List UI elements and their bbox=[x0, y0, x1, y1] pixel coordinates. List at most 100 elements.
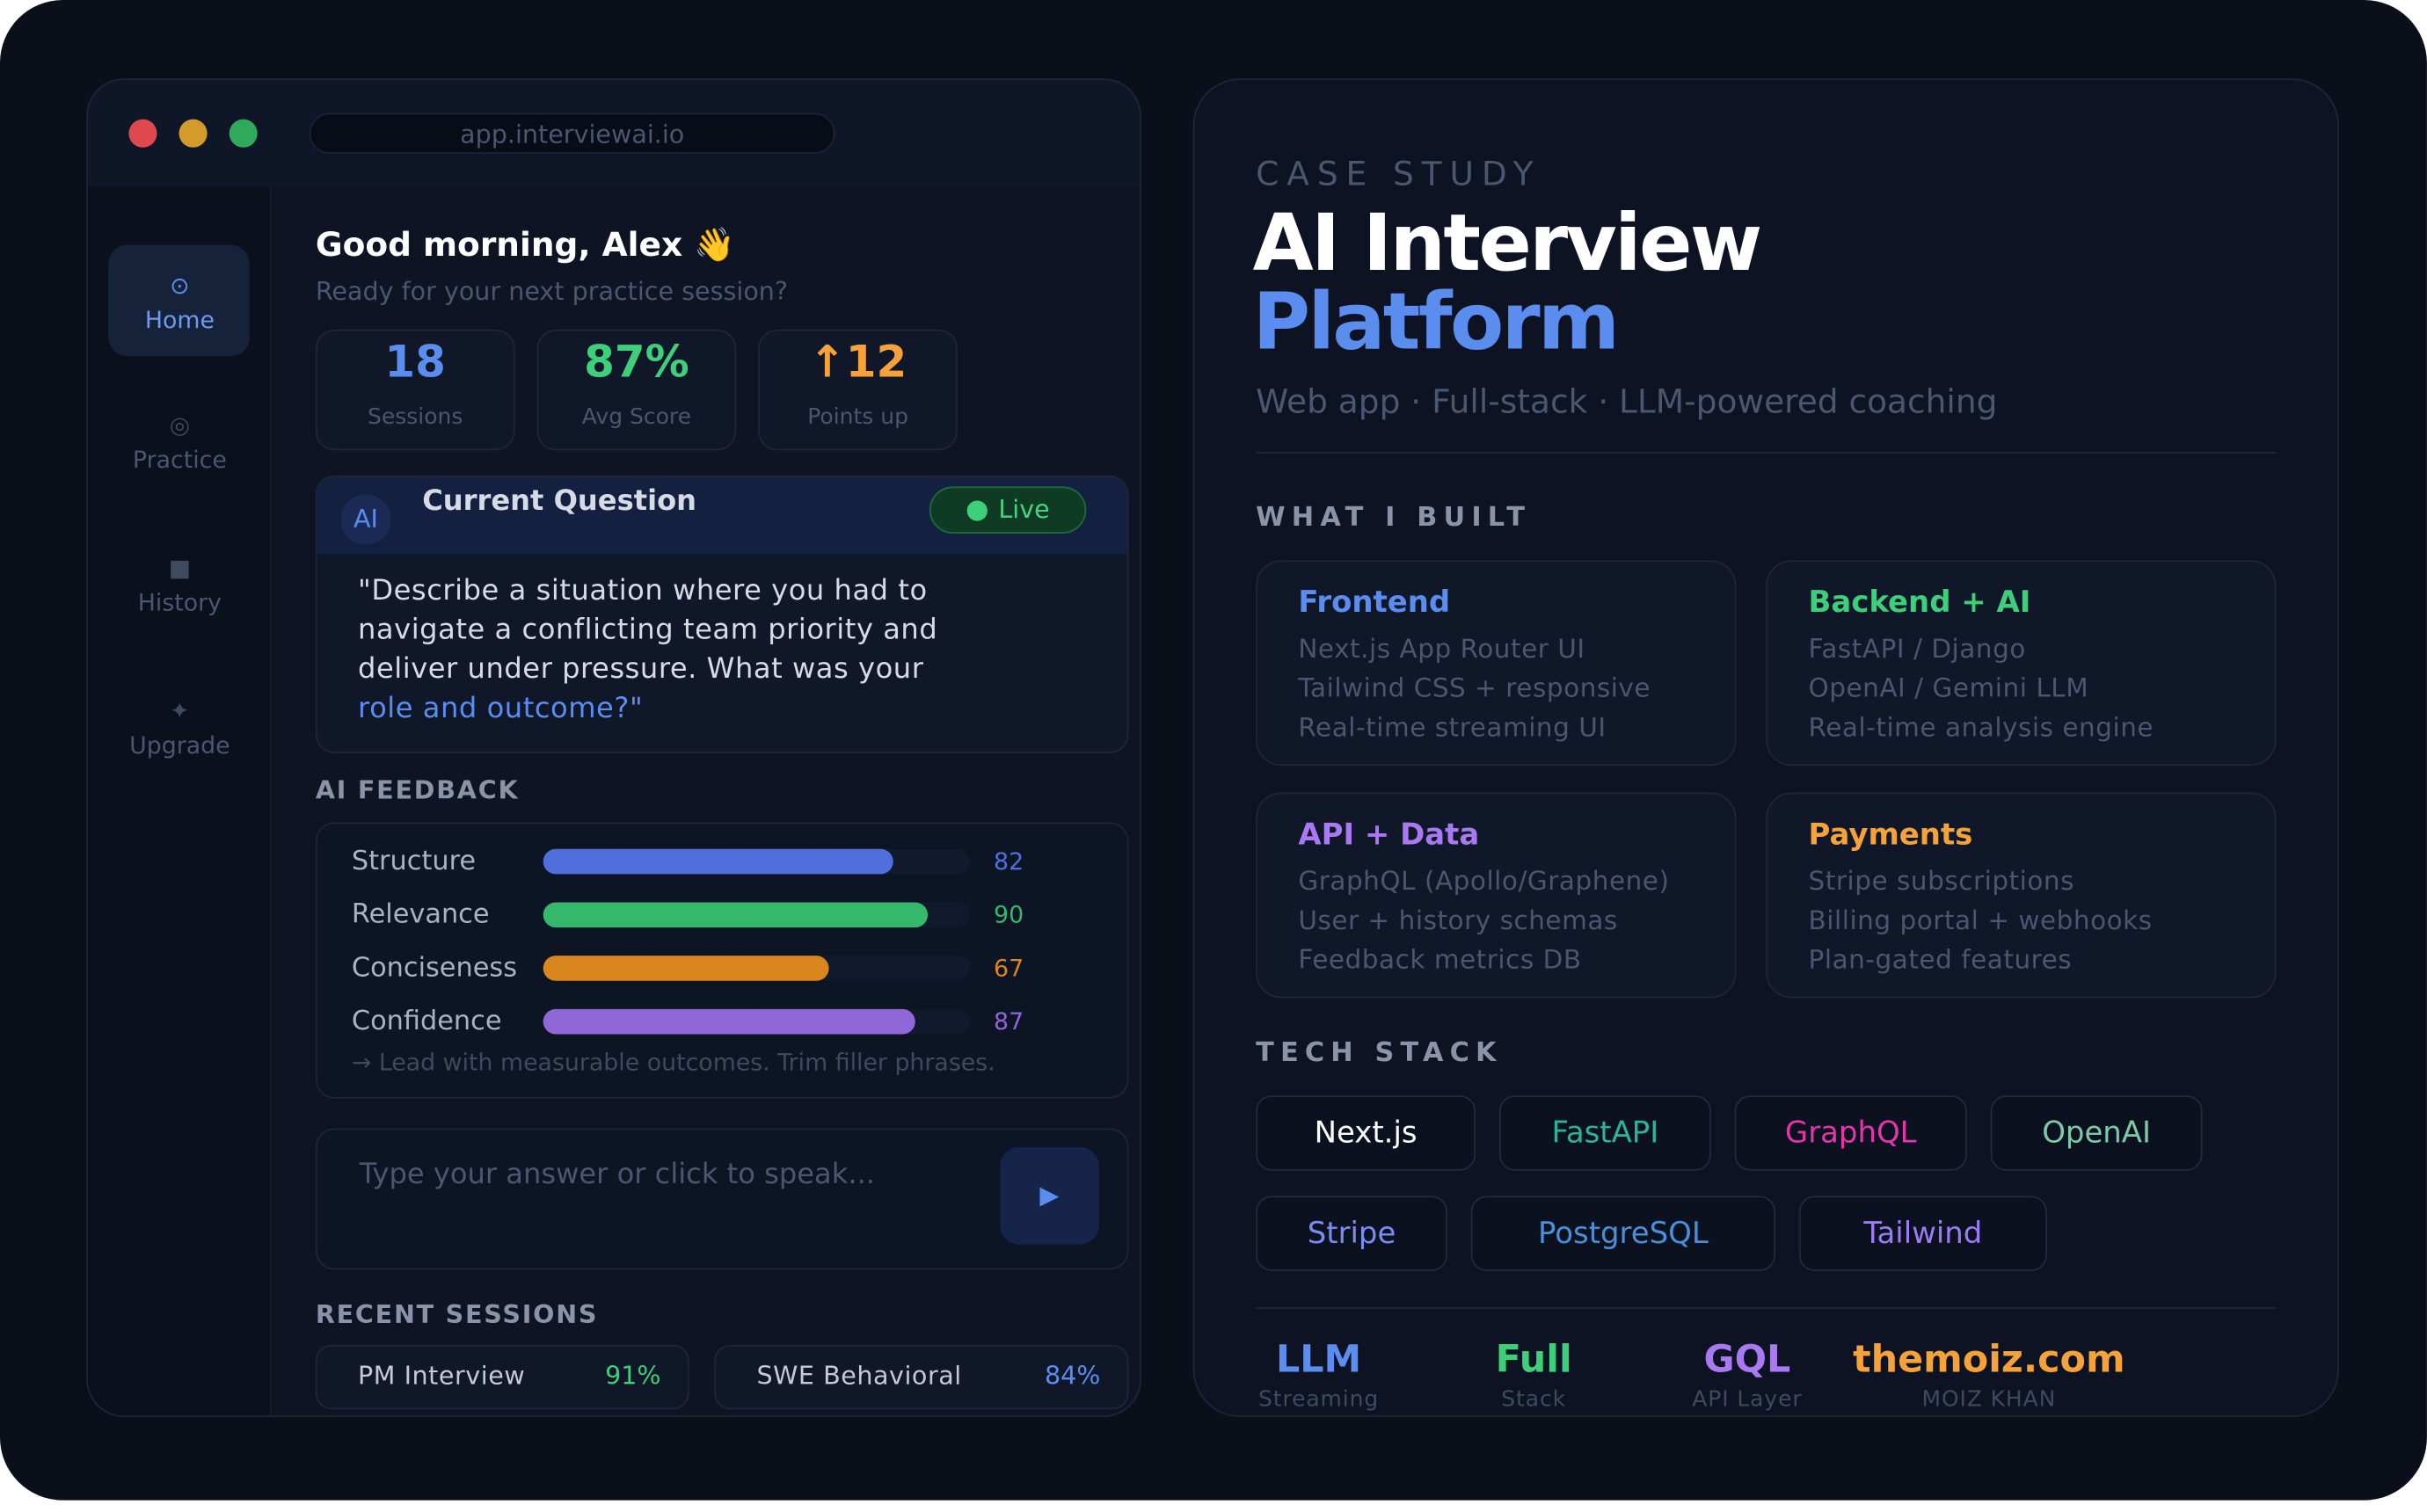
feedback-tip: → Lead with measurable outcomes. Trim fi… bbox=[351, 1048, 995, 1077]
ai-badge: AI bbox=[340, 494, 391, 545]
nav-label[interactable]: History bbox=[137, 588, 222, 617]
feature-line: Stripe subscriptions bbox=[1808, 866, 2075, 897]
feature-card bbox=[1766, 792, 2277, 999]
session-name: PM Interview bbox=[358, 1360, 526, 1391]
feature-line: Next.js App Router UI bbox=[1298, 634, 1585, 665]
stat-label: Points up bbox=[807, 404, 908, 431]
nav-icon[interactable]: ◎ bbox=[169, 411, 191, 440]
nav-icon[interactable]: ■ bbox=[168, 554, 192, 583]
feature-title: API + Data bbox=[1298, 818, 1480, 853]
title: AI Interview bbox=[1252, 197, 1763, 289]
divider bbox=[1256, 452, 2277, 454]
greeting: Good morning, Alex 👋 bbox=[315, 226, 735, 264]
section-heading: RECENT SESSIONS bbox=[315, 1299, 599, 1330]
session-name: SWE Behavioral bbox=[756, 1360, 962, 1391]
divider bbox=[1256, 1307, 2277, 1309]
metric-value: 87 bbox=[994, 1007, 1024, 1036]
question-card: AI Current Question Live role and outcom… bbox=[315, 475, 1129, 753]
footer-label: Streaming bbox=[1258, 1387, 1380, 1413]
metric-name: Confidence bbox=[351, 1006, 502, 1038]
metric-bar bbox=[543, 1008, 915, 1035]
app-window: app.interviewai.io ⊙ Home ◎ Practice ■ Histor… bbox=[86, 78, 1141, 1418]
nav-icon[interactable]: ⊙ bbox=[170, 271, 190, 300]
metric-bar bbox=[543, 902, 928, 928]
answer-placeholder: Type your answer or click to speak... bbox=[359, 1158, 875, 1191]
answer-input[interactable] bbox=[315, 1128, 1129, 1270]
metric-bar bbox=[543, 848, 893, 875]
nav-label[interactable]: Home bbox=[144, 306, 215, 335]
question-line: "Describe a situation where you had to bbox=[358, 574, 928, 607]
feature-card bbox=[1256, 560, 1737, 767]
stat-card bbox=[758, 329, 958, 451]
close-dot[interactable] bbox=[128, 119, 157, 148]
feature-line: FastAPI / Django bbox=[1808, 634, 2026, 665]
stat-value: 87% bbox=[584, 336, 689, 388]
nav-label[interactable]: Upgrade bbox=[129, 731, 230, 760]
question-line: navigate a conflicting team priority and bbox=[358, 614, 938, 647]
tech-chip[interactable]: OpenAI bbox=[1990, 1095, 2203, 1171]
minimize-dot[interactable] bbox=[179, 119, 208, 148]
footer-label: MOIZ KHAN bbox=[1921, 1387, 2057, 1413]
tech-chip[interactable]: PostgreSQL bbox=[1470, 1196, 1776, 1272]
footer-value: GQL bbox=[1703, 1336, 1791, 1381]
feature-line: User + history schemas bbox=[1298, 905, 1618, 935]
stat-value: 18 bbox=[384, 336, 446, 388]
footer-value: Full bbox=[1495, 1336, 1572, 1381]
nav-active bbox=[108, 244, 250, 357]
sidebar bbox=[87, 186, 272, 1416]
session-card[interactable] bbox=[714, 1344, 1129, 1410]
tech-chip[interactable]: Tailwind bbox=[1798, 1196, 2047, 1272]
feature-line: GraphQL (Apollo/Graphene) bbox=[1298, 866, 1670, 897]
live-dot bbox=[966, 500, 988, 521]
question-highlight: role and outcome?" bbox=[358, 692, 644, 725]
feature-title: Payments bbox=[1808, 818, 1973, 853]
tech-chip[interactable]: GraphQL bbox=[1734, 1095, 1967, 1171]
stat-card bbox=[315, 329, 515, 451]
session-card[interactable] bbox=[315, 1344, 689, 1410]
metric-name: Structure bbox=[351, 846, 477, 877]
feature-card bbox=[1256, 792, 1737, 999]
feature-line: Real-time streaming UI bbox=[1298, 712, 1607, 743]
feature-line: OpenAI / Gemini LLM bbox=[1808, 672, 2089, 703]
metric-name: Conciseness bbox=[351, 952, 518, 985]
title-accent: Platform bbox=[1252, 276, 1620, 367]
feature-line: Tailwind CSS + responsive bbox=[1298, 672, 1651, 703]
stat-label: Sessions bbox=[367, 404, 463, 431]
session-score: 84% bbox=[1044, 1360, 1101, 1391]
metric-value: 67 bbox=[994, 954, 1024, 983]
session-score: 91% bbox=[605, 1360, 661, 1391]
question-line: deliver under pressure. What was your bbox=[358, 652, 924, 687]
eyebrow: CASE STUDY bbox=[1256, 155, 1541, 193]
stat-card bbox=[536, 329, 737, 451]
feature-card bbox=[1766, 560, 2277, 767]
live-pill: Live bbox=[929, 486, 1087, 534]
footer-label: Stack bbox=[1501, 1387, 1566, 1413]
nav-icon[interactable]: ✦ bbox=[170, 696, 190, 725]
stat-label: Avg Score bbox=[581, 404, 692, 431]
metric-value: 90 bbox=[994, 900, 1024, 929]
feature-line: Billing portal + webhooks bbox=[1808, 905, 2153, 935]
footer-value: themoiz.com bbox=[1853, 1336, 2125, 1381]
tech-chip[interactable]: FastAPI bbox=[1498, 1095, 1711, 1171]
send-button[interactable]: ▶ bbox=[1000, 1146, 1099, 1245]
section-heading: AI FEEDBACK bbox=[315, 774, 520, 805]
greeting-subtitle: Ready for your next practice session? bbox=[315, 276, 789, 307]
tech-chip[interactable]: Stripe bbox=[1256, 1196, 1447, 1272]
live-label: Live bbox=[998, 494, 1050, 525]
tech-chip[interactable]: Next.js bbox=[1256, 1095, 1476, 1171]
subtitle: Web app · Full-stack · LLM-powered coach… bbox=[1256, 382, 1998, 421]
url-bar[interactable]: app.interviewai.io bbox=[309, 113, 835, 154]
metric-bar bbox=[543, 956, 830, 981]
stat-value: ↑12 bbox=[808, 336, 907, 388]
question-title: Current Question bbox=[422, 484, 697, 519]
feature-line: Real-time analysis engine bbox=[1808, 712, 2154, 743]
metric-value: 82 bbox=[994, 847, 1024, 876]
feature-title: Backend + AI bbox=[1808, 585, 2031, 621]
section-heading: WHAT I BUILT bbox=[1256, 502, 1532, 534]
metric-name: Relevance bbox=[351, 898, 490, 931]
section-heading: TECH STACK bbox=[1256, 1037, 1503, 1069]
feature-title: Frontend bbox=[1298, 585, 1451, 621]
maximize-dot[interactable] bbox=[229, 119, 258, 148]
nav-label[interactable]: Practice bbox=[132, 445, 227, 475]
